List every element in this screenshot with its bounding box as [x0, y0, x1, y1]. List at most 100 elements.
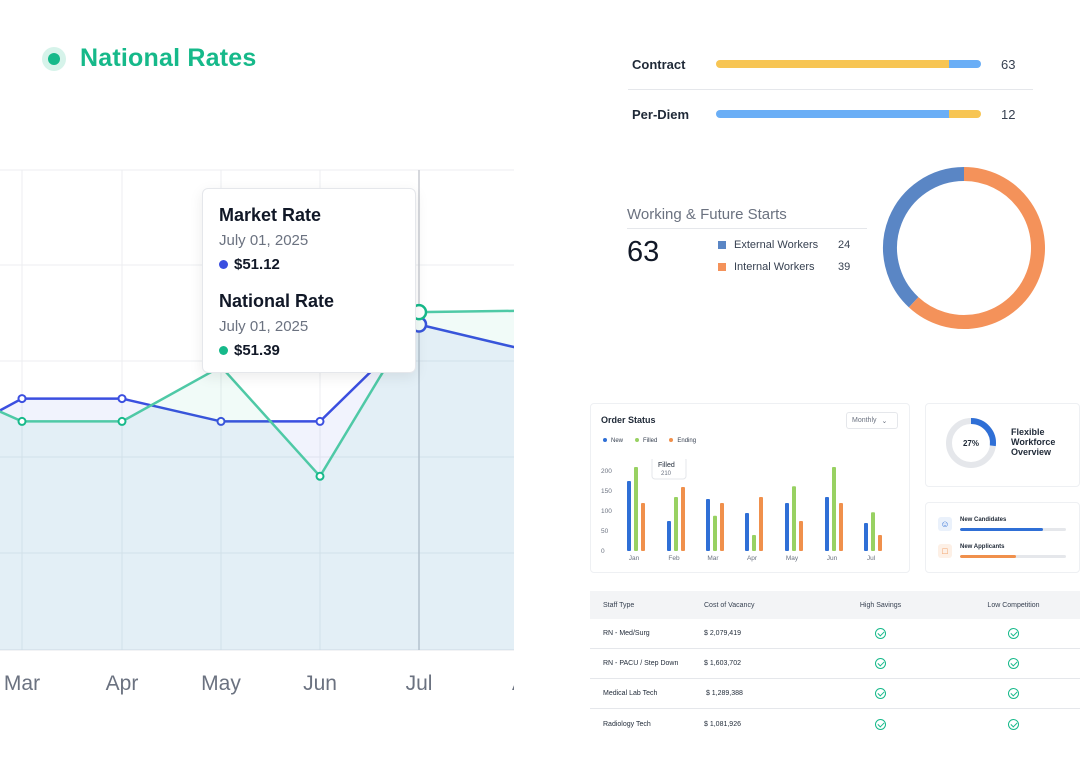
cell-cost: $ 1,603,702	[704, 660, 741, 667]
national-rates-title: National Rates	[80, 44, 257, 72]
data-point	[117, 394, 127, 404]
folder-person-icon: □	[938, 544, 952, 558]
contract-value: 63	[1001, 56, 1016, 72]
legend-value: 24	[838, 239, 851, 251]
bar-new	[706, 499, 710, 551]
x-tick-label: May	[786, 555, 799, 562]
x-tick-label: Apr	[747, 555, 758, 562]
national-rates-chart[interactable]: Mar Apr May Jun Jul A	[0, 160, 514, 710]
bar-new	[745, 513, 749, 551]
period-select-value: Monthly	[852, 417, 877, 424]
data-point	[216, 416, 226, 426]
new-candidates-row[interactable]: ☺ New Candidates	[938, 517, 1066, 531]
table-row[interactable]: RN - Med/Surg $ 2,079,419	[590, 619, 1080, 649]
tooltip-market-date: July 01, 2025	[219, 232, 309, 249]
donut-slice	[908, 167, 1045, 329]
bar-ending	[878, 535, 882, 551]
legend-label: Ending	[677, 438, 697, 444]
legend-filled: Filled	[635, 438, 657, 444]
tooltip-market-value-row: $51.12	[219, 256, 399, 273]
tooltip-market-title: Market Rate	[219, 205, 322, 225]
staff-vacancy-table: Staff Type Cost of Vacancy High Savings …	[590, 591, 1080, 739]
contract-bar-row: Contract 63	[632, 54, 1032, 74]
x-tick-label: May	[201, 672, 241, 695]
tooltip-market-value: $51.12	[234, 256, 280, 273]
x-tick-label: Apr	[106, 672, 139, 695]
data-point	[315, 471, 325, 481]
header-high-savings[interactable]: High Savings	[859, 601, 902, 609]
new-applicants-label: New Applicants	[960, 544, 1005, 550]
table-row[interactable]: Radiology Tech $ 1,081,926	[590, 709, 1080, 739]
national-dot-icon	[219, 346, 228, 355]
check-circle-icon	[1008, 688, 1019, 699]
series-area-market	[0, 324, 514, 650]
bar-new	[667, 521, 671, 551]
donut-slice	[883, 167, 965, 308]
y-tick-label: 50	[601, 528, 609, 535]
new-candidates-progress	[960, 528, 1066, 531]
legend-dot-icon	[635, 438, 640, 443]
table-row[interactable]: RN - PACU / Step Down $ 1,603,702	[590, 649, 1080, 679]
check-circle-icon	[1008, 718, 1019, 730]
check-circle-icon	[1008, 658, 1019, 669]
tooltip-national-date: July 01, 2025	[219, 318, 309, 335]
bar-ending	[799, 521, 803, 551]
check-circle-icon	[1008, 628, 1019, 639]
legend-label: Filled	[643, 438, 658, 444]
tooltip-national-value-row: $51.39	[219, 342, 399, 359]
new-applicants-row[interactable]: □ New Applicants	[938, 544, 1066, 558]
annotation-box	[651, 459, 687, 480]
bar-ending	[759, 497, 763, 551]
header-low-competition[interactable]: Low Competition	[987, 601, 1040, 609]
order-status-chart[interactable]: 200 150 100 50 0 Jan Feb Mar Apr May Jun Jul Filled 2…	[591, 459, 911, 571]
flexible-workforce-card[interactable]: 27% Flexible Workforce Overview	[925, 403, 1080, 487]
new-applicants-progress	[960, 555, 1066, 558]
flexible-workforce-title: Flexible Workforce Overview	[1011, 427, 1056, 457]
bar-filled	[713, 515, 717, 551]
legend-value: 39	[838, 261, 851, 273]
working-starts-total: 63	[627, 236, 660, 268]
annotation-value: 210	[661, 471, 672, 477]
bar-annotation: Filled 210	[651, 459, 687, 480]
per-diem-bar	[716, 110, 981, 118]
legend-external-workers: External Workers 24	[718, 239, 850, 251]
divider	[627, 228, 867, 229]
x-tick-label: Jun	[827, 555, 838, 562]
per-diem-bar-segment-primary	[716, 110, 950, 118]
chevron-down-icon: ⌄	[881, 417, 888, 425]
legend-internal-workers: Internal Workers 39	[718, 261, 850, 273]
donut-percent-label: 27%	[963, 439, 979, 448]
period-select[interactable]: Monthly ⌄	[846, 412, 898, 429]
table-row[interactable]: Medical Lab Tech $ 1,289,388	[590, 679, 1080, 709]
order-status-legend: New Filled Ending	[603, 438, 696, 444]
bar-filled	[674, 497, 678, 551]
legend-swatch	[718, 241, 726, 249]
contract-bar	[716, 60, 981, 68]
check-circle-icon	[875, 628, 886, 639]
rate-tooltip: Market Rate July 01, 2025 $51.12 Nationa…	[202, 188, 416, 373]
legend-label: External Workers	[734, 239, 819, 251]
order-status-title: Order Status	[601, 415, 656, 425]
header-staff-type[interactable]: Staff Type	[603, 601, 635, 609]
national-rates-header: National Rates	[42, 44, 256, 73]
bar-new	[785, 503, 789, 551]
working-starts-donut[interactable]	[882, 166, 1046, 330]
order-status-card: Order Status Monthly ⌄ New Filled Ending…	[590, 403, 910, 573]
x-tick-label: Jan	[629, 555, 640, 562]
x-tick-label: Jul	[406, 672, 433, 695]
bar-ending	[681, 487, 685, 551]
data-point	[315, 416, 325, 426]
bar-new	[627, 481, 631, 551]
cell-cost: $ 1,081,926	[704, 720, 741, 728]
legend-ending: Ending	[669, 438, 696, 444]
check-circle-icon	[875, 658, 886, 669]
contract-label: Contract	[632, 56, 686, 72]
market-dot-icon	[219, 260, 228, 269]
legend-new: New	[603, 438, 623, 444]
bar-filled	[752, 535, 756, 551]
data-point	[17, 394, 27, 404]
bar-ending	[839, 503, 843, 551]
per-diem-bar-segment-secondary	[949, 110, 981, 118]
header-cost-of-vacancy[interactable]: Cost of Vacancy	[704, 601, 755, 609]
contract-bar-segment-primary	[716, 60, 950, 68]
